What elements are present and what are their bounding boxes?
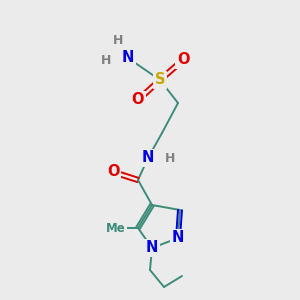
Text: N: N <box>172 230 184 245</box>
Text: N: N <box>122 50 134 65</box>
Text: O: O <box>177 52 189 68</box>
Text: S: S <box>155 73 165 88</box>
Text: Me: Me <box>106 221 126 235</box>
Text: N: N <box>142 151 154 166</box>
Text: O: O <box>132 92 144 107</box>
Text: H: H <box>113 34 123 46</box>
Text: H: H <box>165 152 175 164</box>
Text: N: N <box>146 241 158 256</box>
Text: O: O <box>107 164 119 179</box>
Text: H: H <box>101 53 111 67</box>
